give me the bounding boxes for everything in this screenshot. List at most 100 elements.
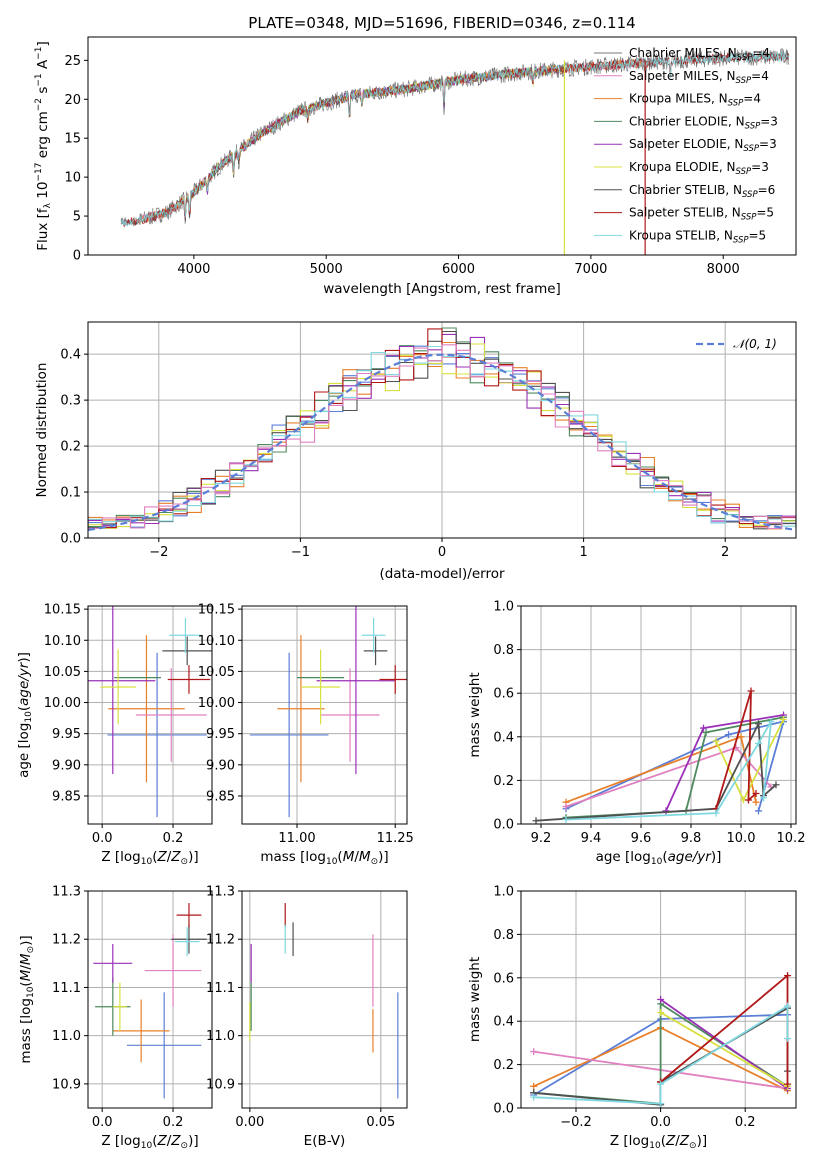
x-tick-label: 0.0 [92, 831, 113, 846]
errorbar-point [320, 668, 380, 762]
x-tick-label: 8000 [707, 262, 740, 277]
axes-frame [87, 605, 213, 825]
y-axis-label: Normed distribution [34, 363, 50, 498]
plus-marker [745, 796, 752, 804]
plot-area [521, 606, 796, 824]
axes-frame [520, 605, 797, 825]
y-tick-label: 10.00 [198, 696, 235, 711]
plus-marker [657, 996, 665, 1003]
model-spectrum-line [120, 52, 790, 228]
mass-weight-series [530, 1002, 792, 1108]
y-tick-label: 11.0 [206, 1029, 235, 1044]
errorbar-point [167, 665, 211, 694]
y-tick-label: 0.0 [493, 818, 514, 833]
plus-marker [760, 794, 767, 802]
mass-weight-series [712, 687, 760, 813]
plus-marker [780, 715, 787, 723]
errorbar-point [176, 903, 202, 928]
x-tick-label: 9.6 [631, 831, 652, 846]
panel-massweight_vs_age: 9.2 9.4 9.6 9.8 10.0 10.2 0.0 0.2 0.4 0.6 0.8 1.0 ma… [467, 600, 805, 868]
x-tick-label: 4000 [177, 262, 210, 277]
x-tick-label: −0.2 [560, 1115, 592, 1130]
y-tick-label: 9.90 [206, 758, 235, 773]
x-tick-label: 10.0 [727, 831, 756, 846]
y-tick-label: 10 [64, 171, 81, 186]
x-tick-label: 0 [438, 545, 446, 560]
legend-entry: Kroupa MILES, NSSP=4 [629, 92, 761, 109]
x-tick-label: 2 [721, 545, 729, 560]
y-tick-label: 9.85 [52, 789, 81, 804]
x-axis-label: Z [log10(Z/Z⊙)] [101, 849, 198, 867]
y-tick-label: 0.4 [493, 730, 514, 745]
y-tick-label: 10.15 [44, 603, 81, 618]
errorbar-point [249, 652, 329, 818]
legend-entry: Chabrier STELIB, NSSP=6 [629, 183, 775, 200]
plus-marker [737, 733, 745, 741]
errorbar-point [379, 665, 407, 694]
plus-marker [767, 718, 775, 726]
x-axis-label: E(B-V) [304, 1133, 346, 1149]
plus-marker [784, 1002, 792, 1010]
plus-marker [772, 781, 780, 789]
errorbar-point [316, 606, 396, 775]
plot-area [242, 891, 407, 1108]
panel-age_vs_mass: 11.00 11.25 9.85 9.90 9.95 10.00 10.05 10.10 10.… [198, 603, 414, 867]
y-tick-label: 0.2 [493, 1058, 514, 1073]
spectrum-y-axis-label: Flux [fλ 10−17 erg cm−2 s−1 A−1] [34, 41, 53, 251]
errorbar-point [144, 934, 202, 1007]
legend-entry: Chabrier ELODIE, NSSP=3 [629, 114, 778, 131]
y-tick-label: 11.1 [52, 981, 81, 996]
plot-area [88, 891, 212, 1108]
errorbar-point [174, 927, 200, 957]
errorbar-point [162, 636, 212, 666]
y-tick-label: 0.2 [493, 774, 514, 789]
plus-marker [657, 1009, 665, 1017]
axes-frame [241, 605, 408, 825]
plus-marker [752, 789, 760, 797]
plus-marker [755, 807, 762, 815]
y-tick-label: 25 [64, 54, 81, 69]
y-tick-label: 5 [73, 210, 81, 225]
legend: 𝒩(0, 1) [696, 337, 777, 351]
y-axis-label: mass weight [467, 672, 483, 757]
plus-marker [530, 1093, 538, 1101]
y-tick-label: 20 [64, 93, 81, 108]
y-axis-label: age [log10(age/yr)] [16, 652, 34, 778]
plus-marker [755, 720, 762, 728]
panel-residual_histogram: −2 −1 0 1 2 0.0 0.1 0.2 0.3 0.4 (data-model)/error… [34, 321, 797, 582]
x-axis-label: Z [log10(Z/Z⊙)] [101, 1133, 198, 1151]
plus-marker [562, 803, 570, 811]
x-tick-label: 6000 [442, 262, 475, 277]
x-tick-label: 0.0 [650, 1115, 671, 1130]
plus-marker [562, 816, 570, 824]
errorbar-point [88, 606, 156, 775]
errorbar-point [277, 635, 325, 783]
y-tick-label: 10.05 [198, 665, 235, 680]
x-tick-label: 0.00 [235, 1115, 264, 1130]
y-tick-label: 1.0 [493, 600, 514, 615]
plus-marker [755, 739, 762, 747]
plus-marker [657, 1100, 665, 1108]
x-tick-label: 7000 [574, 262, 607, 277]
x-tick-label: 0.2 [163, 831, 184, 846]
y-axis-label: mass weight [467, 957, 483, 1042]
mass-weight-line [660, 1011, 788, 1088]
y-tick-label: 11.2 [206, 933, 235, 948]
mass-weight-series [562, 744, 775, 811]
y-tick-label: 0.3 [60, 394, 81, 409]
mass-weight-line [715, 690, 757, 809]
model-spectrum-line [120, 51, 790, 227]
y-tick-label: 10.9 [206, 1077, 235, 1092]
legend-entry: Kroupa ELODIE, NSSP=3 [629, 160, 769, 177]
plot-area [88, 322, 796, 538]
y-tick-label: 0.2 [60, 440, 81, 455]
x-tick-label: 11.25 [377, 831, 414, 846]
panel-massweight_vs_Z: −0.2 0.0 0.2 0.0 0.2 0.4 0.6 0.8 1.0 mass weight Z… [467, 885, 797, 1151]
y-tick-label: 10.15 [198, 603, 235, 618]
histogram-step [88, 344, 796, 529]
x-tick-label: 0.2 [163, 1115, 184, 1130]
y-tick-label: 0.1 [60, 486, 81, 501]
x-tick-label: 9.4 [581, 831, 602, 846]
legend-entry: 𝒩(0, 1) [733, 337, 777, 351]
x-tick-label: 0.0 [92, 1115, 113, 1130]
